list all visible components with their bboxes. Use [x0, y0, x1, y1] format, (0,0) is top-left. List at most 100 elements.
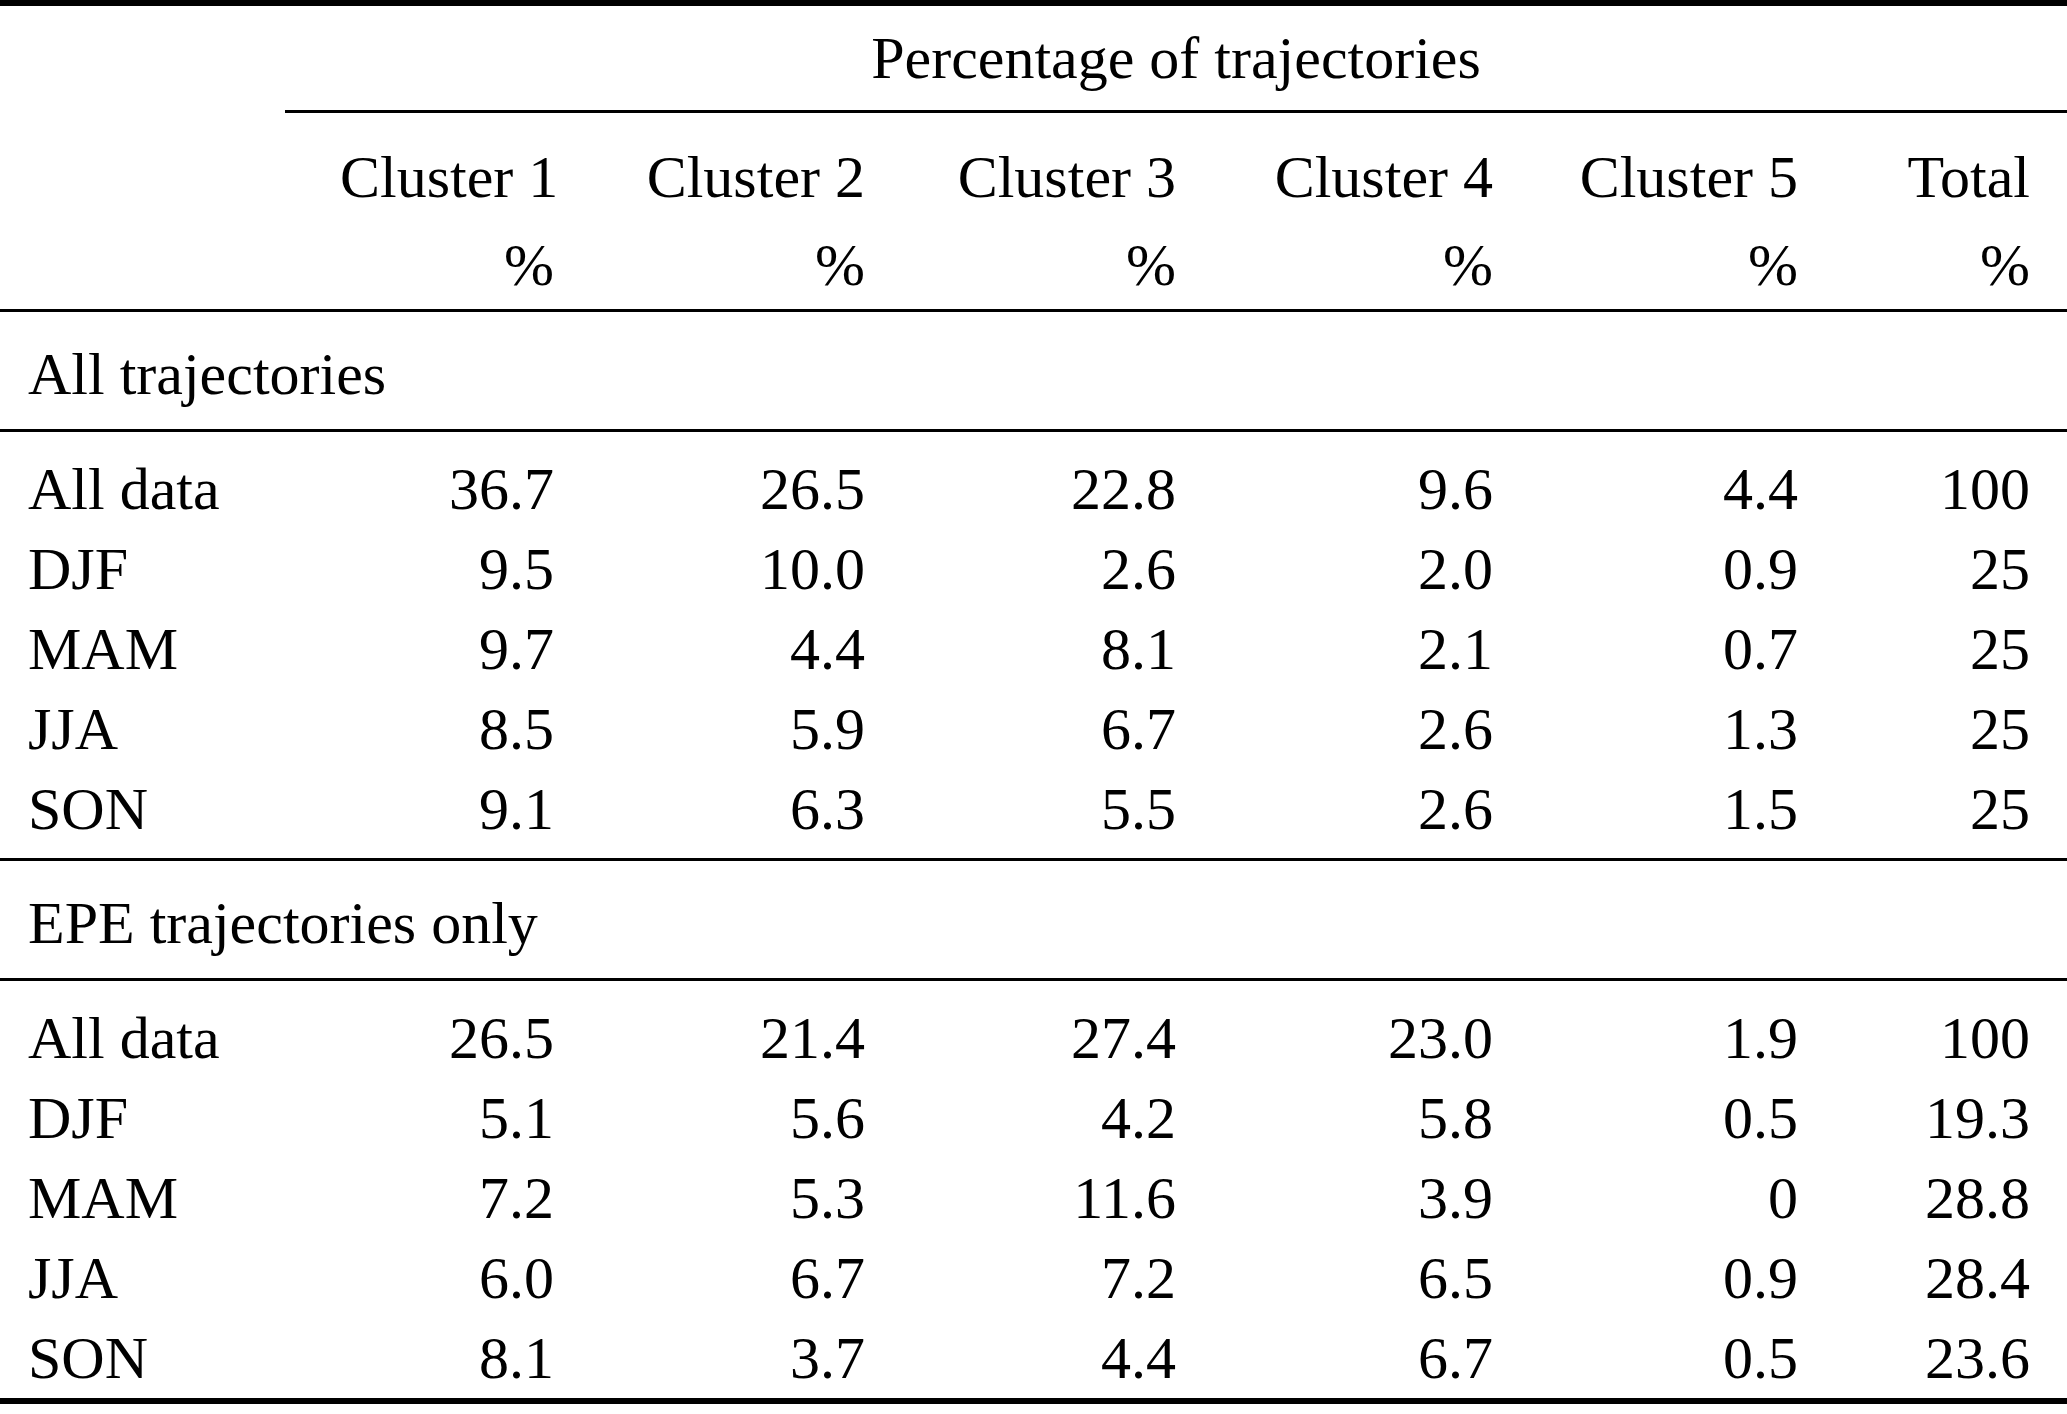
table-row: SON 9.1 6.3 5.5 2.6 1.5 25: [0, 769, 2067, 849]
column-header-cluster-5: Cluster 5: [1493, 133, 1798, 221]
value-cell: 28.4: [1798, 1238, 2067, 1318]
header-spacer: [0, 133, 340, 221]
table-row: JJA 8.5 5.9 6.7 2.6 1.3 25: [0, 689, 2067, 769]
value-cell: 5.9: [554, 689, 865, 769]
row-label: MAM: [0, 1158, 340, 1238]
value-cell: 25: [1798, 529, 2067, 609]
value-cell: 22.8: [865, 449, 1176, 529]
value-cell: 23.0: [1176, 998, 1493, 1078]
value-cell: 6.7: [1176, 1318, 1493, 1398]
value-cell: 25: [1798, 769, 2067, 849]
value-cell: 8.1: [340, 1318, 554, 1398]
section-body-epe-trajectories: All data 26.5 21.4 27.4 23.0 1.9 100 DJF…: [0, 981, 2067, 1398]
row-label: All data: [0, 449, 340, 529]
table-row: MAM 7.2 5.3 11.6 3.9 0 28.8: [0, 1158, 2067, 1238]
table-row: MAM 9.7 4.4 8.1 2.1 0.7 25: [0, 609, 2067, 689]
value-cell: 2.1: [1176, 609, 1493, 689]
unit-label: %: [865, 221, 1176, 309]
value-cell: 4.4: [865, 1318, 1176, 1398]
column-header-cluster-4: Cluster 4: [1176, 133, 1493, 221]
trajectory-percentage-table: Percentage of trajectories Cluster 1 Clu…: [0, 0, 2067, 1414]
column-header-block: Cluster 1 Cluster 2 Cluster 3 Cluster 4 …: [0, 113, 2067, 309]
value-cell: 8.5: [340, 689, 554, 769]
value-cell: 5.1: [340, 1078, 554, 1158]
value-cell: 6.3: [554, 769, 865, 849]
value-cell: 25: [1798, 609, 2067, 689]
value-cell: 0.9: [1493, 1238, 1798, 1318]
value-cell: 2.6: [1176, 689, 1493, 769]
value-cell: 2.0: [1176, 529, 1493, 609]
column-header-cluster-1: Cluster 1: [340, 133, 554, 221]
unit-header-row: % % % % % %: [0, 221, 2067, 309]
value-cell: 8.1: [865, 609, 1176, 689]
table-row: DJF 5.1 5.6 4.2 5.8 0.5 19.3: [0, 1078, 2067, 1158]
section-title-epe-trajectories: EPE trajectories only: [0, 861, 2067, 978]
unit-label: %: [340, 221, 554, 309]
section-body-all-trajectories: All data 36.7 26.5 22.8 9.6 4.4 100 DJF …: [0, 432, 2067, 858]
table-row: JJA 6.0 6.7 7.2 6.5 0.9 28.4: [0, 1238, 2067, 1318]
value-cell: 4.2: [865, 1078, 1176, 1158]
table-row: SON 8.1 3.7 4.4 6.7 0.5 23.6: [0, 1318, 2067, 1398]
value-cell: 6.7: [865, 689, 1176, 769]
value-cell: 6.7: [554, 1238, 865, 1318]
column-header-total: Total: [1798, 133, 2067, 221]
unit-label: %: [1176, 221, 1493, 309]
column-header-cluster-3: Cluster 3: [865, 133, 1176, 221]
value-cell: 1.5: [1493, 769, 1798, 849]
row-label: JJA: [0, 1238, 340, 1318]
row-label: MAM: [0, 609, 340, 689]
value-cell: 21.4: [554, 998, 865, 1078]
column-header-row: Cluster 1 Cluster 2 Cluster 3 Cluster 4 …: [0, 133, 2067, 221]
row-label: JJA: [0, 689, 340, 769]
value-cell: 7.2: [865, 1238, 1176, 1318]
value-cell: 19.3: [1798, 1078, 2067, 1158]
row-label: DJF: [0, 529, 340, 609]
column-header-cluster-2: Cluster 2: [554, 133, 865, 221]
value-cell: 2.6: [865, 529, 1176, 609]
value-cell: 26.5: [340, 998, 554, 1078]
value-cell: 28.8: [1798, 1158, 2067, 1238]
unit-label: %: [554, 221, 865, 309]
value-cell: 0.5: [1493, 1078, 1798, 1158]
unit-label: %: [1493, 221, 1798, 309]
value-cell: 5.8: [1176, 1078, 1493, 1158]
value-cell: 0.5: [1493, 1318, 1798, 1398]
value-cell: 4.4: [1493, 449, 1798, 529]
value-cell: 1.9: [1493, 998, 1798, 1078]
value-cell: 11.6: [865, 1158, 1176, 1238]
value-cell: 9.7: [340, 609, 554, 689]
row-label: SON: [0, 1318, 340, 1398]
value-cell: 25: [1798, 689, 2067, 769]
row-label: SON: [0, 769, 340, 849]
value-cell: 3.7: [554, 1318, 865, 1398]
value-cell: 6.0: [340, 1238, 554, 1318]
value-cell: 9.1: [340, 769, 554, 849]
row-label: DJF: [0, 1078, 340, 1158]
table-row: All data 36.7 26.5 22.8 9.6 4.4 100: [0, 449, 2067, 529]
table-spanner-title: Percentage of trajectories: [285, 6, 2067, 110]
value-cell: 0.9: [1493, 529, 1798, 609]
value-cell: 7.2: [340, 1158, 554, 1238]
row-label: All data: [0, 998, 340, 1078]
value-cell: 3.9: [1176, 1158, 1493, 1238]
value-cell: 1.3: [1493, 689, 1798, 769]
value-cell: 5.5: [865, 769, 1176, 849]
value-cell: 2.6: [1176, 769, 1493, 849]
table-row: All data 26.5 21.4 27.4 23.0 1.9 100: [0, 998, 2067, 1078]
section-title-all-trajectories: All trajectories: [0, 312, 2067, 429]
unit-label: %: [1798, 221, 2067, 309]
value-cell: 5.3: [554, 1158, 865, 1238]
value-cell: 10.0: [554, 529, 865, 609]
value-cell: 0: [1493, 1158, 1798, 1238]
header-spacer: [0, 221, 340, 309]
value-cell: 9.6: [1176, 449, 1493, 529]
value-cell: 4.4: [554, 609, 865, 689]
value-cell: 9.5: [340, 529, 554, 609]
value-cell: 23.6: [1798, 1318, 2067, 1398]
value-cell: 36.7: [340, 449, 554, 529]
value-cell: 6.5: [1176, 1238, 1493, 1318]
value-cell: 26.5: [554, 449, 865, 529]
value-cell: 27.4: [865, 998, 1176, 1078]
value-cell: 100: [1798, 998, 2067, 1078]
bottom-rule: [0, 1398, 2067, 1404]
